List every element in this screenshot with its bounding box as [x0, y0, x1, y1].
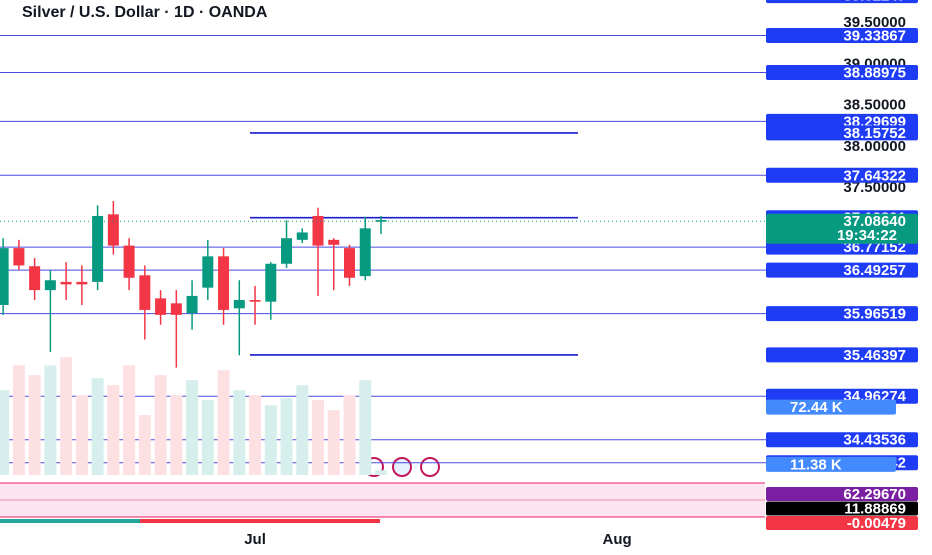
price-label: 35.96519	[843, 306, 906, 323]
price-label-box	[766, 125, 918, 141]
candle-body	[44, 280, 56, 291]
price-label-box	[766, 138, 918, 154]
volume-bar	[233, 390, 246, 475]
volume-bar	[138, 415, 151, 475]
price-label-box	[766, 347, 918, 363]
volume-bar	[374, 470, 387, 475]
candle-body	[107, 214, 119, 246]
candle-body	[92, 215, 104, 282]
last-price-box	[766, 213, 918, 244]
indicator-label: -0.00479	[847, 515, 906, 532]
volume-bar	[107, 385, 120, 475]
candle-body	[29, 266, 41, 291]
volume-bar	[75, 395, 88, 475]
volume-label: 11.38 K	[790, 456, 842, 473]
price-label-box	[766, 0, 918, 4]
volume-bar	[0, 390, 10, 475]
price-label-box	[766, 306, 918, 322]
last-price-label: 37.08640	[843, 213, 906, 230]
x-tick-label: Jul	[244, 531, 266, 548]
price-label-box	[766, 14, 918, 30]
price-label-box	[766, 113, 918, 129]
indicator-label-box	[766, 501, 918, 516]
price-label: 39.50000	[843, 14, 906, 31]
candle-body	[13, 248, 25, 266]
countdown: 19:34:22	[837, 227, 897, 244]
price-label: 38.50000	[843, 97, 906, 114]
volume-bar	[186, 380, 199, 475]
candle-body	[359, 228, 371, 277]
price-label: 38.88975	[843, 65, 906, 82]
candle-body	[296, 232, 308, 240]
price-label-box	[766, 28, 918, 44]
indicator-label-box	[766, 487, 918, 501]
volume-bar	[201, 400, 214, 475]
candle-body	[0, 248, 9, 305]
volume-bar	[359, 380, 372, 475]
volume-bar	[170, 395, 183, 475]
candle-body	[281, 238, 293, 264]
price-label-box	[766, 262, 918, 278]
candle-body	[344, 248, 355, 278]
volume-bar	[343, 395, 356, 475]
volume-bar	[12, 365, 25, 475]
volume-bar	[60, 357, 73, 475]
volume-label-box	[766, 456, 896, 472]
volume-bar	[44, 365, 57, 475]
volume-bar	[28, 375, 41, 475]
price-label: 39.33867	[843, 28, 906, 45]
indicator-bar	[140, 519, 380, 523]
price-label: 38.00000	[843, 138, 906, 155]
volume-label: 72.44 K	[790, 399, 843, 416]
price-label: 37.64322	[843, 167, 906, 184]
candle-body	[218, 256, 230, 310]
volume-bar	[154, 375, 167, 475]
volume-bar	[296, 385, 309, 475]
candle-body	[139, 275, 151, 310]
price-label-box	[766, 179, 918, 195]
indicator-label: 11.88869	[844, 500, 906, 517]
volume-bar	[249, 395, 262, 475]
candle-body	[328, 239, 340, 245]
volume-bar	[312, 400, 325, 475]
price-label-box	[766, 97, 918, 113]
candle-body	[155, 298, 167, 315]
candle-body	[76, 281, 88, 285]
price-label-box	[766, 432, 918, 448]
volume-bar	[217, 370, 230, 475]
candle-body	[312, 215, 324, 246]
price-label: 38.15752	[843, 125, 906, 142]
indicator-label-box	[766, 516, 918, 530]
price-label: 36.49257	[843, 262, 906, 279]
candle-body	[186, 295, 198, 314]
price-label: 34.43536	[843, 432, 906, 449]
volume-label-box	[766, 399, 896, 415]
price-label: 37.50000	[843, 179, 906, 196]
candle-body	[123, 245, 135, 278]
candle-body	[202, 256, 214, 288]
candle-body	[249, 300, 261, 302]
indicator-bar	[0, 519, 140, 523]
chart-title: Silver / U.S. Dollar · 1D · OANDA	[22, 4, 268, 21]
x-tick-label: Aug	[603, 531, 632, 548]
volume-bar	[91, 378, 104, 475]
price-label-box	[766, 65, 918, 81]
indicator-label: 62.29670	[843, 486, 906, 503]
price-label: 35.46397	[843, 347, 906, 364]
candle-body	[265, 263, 277, 302]
price-label-box	[766, 167, 918, 183]
volume-bar	[327, 410, 340, 475]
candle-body	[60, 281, 72, 285]
volume-bar	[264, 405, 277, 475]
candle-body	[170, 303, 182, 315]
volume-bar	[280, 398, 293, 475]
candle-body	[233, 300, 245, 309]
volume-bar	[123, 365, 136, 475]
price-label: 39.82247	[843, 0, 906, 5]
